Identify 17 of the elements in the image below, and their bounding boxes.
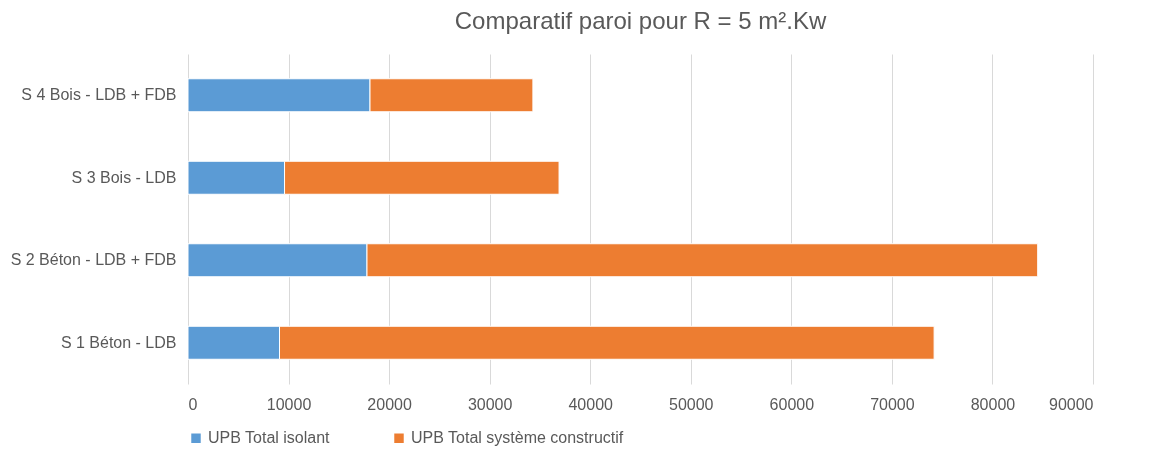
x-tick-label: 70000 <box>870 395 915 413</box>
x-tick-label: 10000 <box>266 395 312 413</box>
y-tick-label: S 2 Béton - LDB + FDB <box>10 251 177 269</box>
chart-title: Comparatif paroi pour R = 5 m².Kw <box>454 7 827 34</box>
x-tick-label: 50000 <box>669 395 714 413</box>
x-tick-label: 20000 <box>367 395 412 413</box>
y-tick-label: S 4 Bois - LDB + FDB <box>21 86 177 104</box>
x-tick-label: 30000 <box>467 395 513 413</box>
y-tick-label: S 1 Béton - LDB <box>60 333 177 351</box>
x-tick-label: 90000 <box>1049 395 1094 413</box>
x-tick-label: 60000 <box>769 395 815 413</box>
x-tick-label: 40000 <box>568 395 614 413</box>
y-tick-label: S 3 Bois - LDB <box>71 168 177 186</box>
x-tick-label: 0 <box>188 395 198 413</box>
x-tick-label: 80000 <box>970 395 1016 413</box>
legend-label: UPB Total système constructif <box>411 429 624 447</box>
legend-label: UPB Total isolant <box>208 429 331 447</box>
